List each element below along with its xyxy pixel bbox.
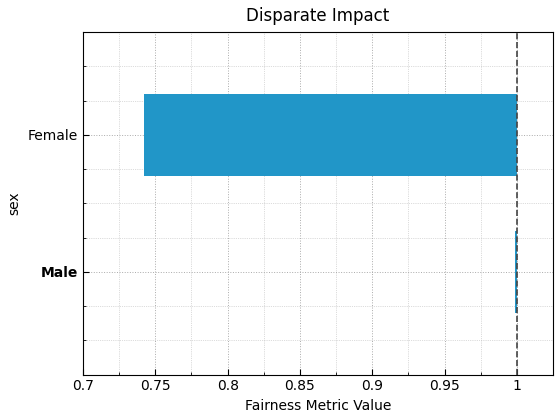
Title: Disparate Impact: Disparate Impact — [246, 7, 390, 25]
Bar — [144, 94, 517, 176]
Bar — [515, 231, 517, 313]
X-axis label: Fairness Metric Value: Fairness Metric Value — [245, 399, 391, 413]
Y-axis label: sex: sex — [7, 192, 21, 215]
